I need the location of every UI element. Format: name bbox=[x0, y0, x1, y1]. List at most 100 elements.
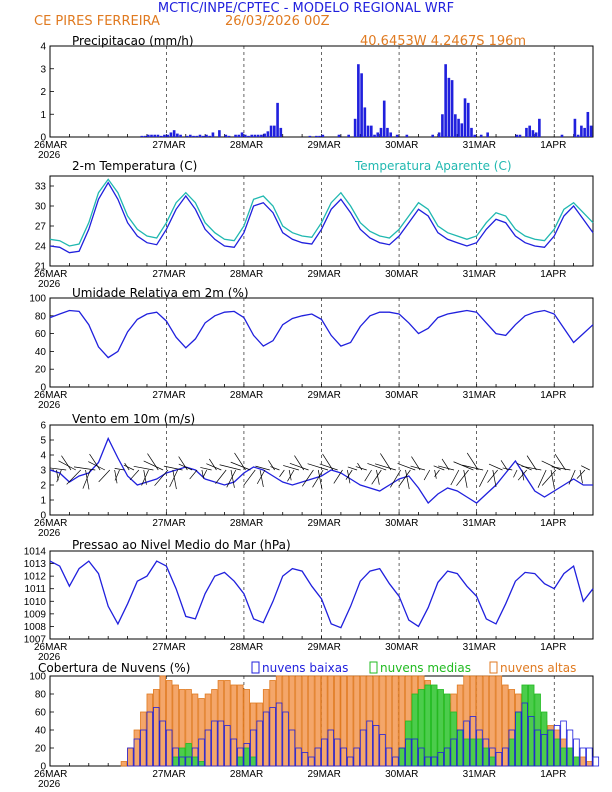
rh-xtick-label: 30MAR bbox=[385, 390, 418, 401]
header-run: 26/03/2026 00Z bbox=[225, 14, 330, 29]
cloud-bar-nuvens-baixas bbox=[217, 720, 225, 767]
clouds-ytick-label: 60 bbox=[35, 708, 47, 719]
cloud-legend-label: nuvens altas bbox=[500, 661, 576, 675]
cloud-bar-nuvens-altas bbox=[262, 689, 270, 767]
cloud-bar-nuvens-baixas bbox=[489, 747, 496, 767]
cloud-bar-nuvens-baixas bbox=[140, 729, 147, 767]
cloud-bar-nuvens-medias bbox=[443, 693, 451, 767]
wind-arrow bbox=[541, 460, 561, 471]
cloud-bar-nuvens-altas bbox=[321, 675, 328, 767]
cloud-bar-nuvens-altas bbox=[489, 675, 496, 767]
precip-bar bbox=[473, 134, 477, 137]
cloud-bar-nuvens-baixas bbox=[340, 747, 347, 767]
pressure-ytick-label: 1010 bbox=[24, 597, 47, 608]
cloud-bar-nuvens-baixas bbox=[392, 756, 399, 767]
wind-arrow bbox=[288, 469, 292, 481]
wind-arrow bbox=[178, 456, 188, 471]
wind-arrow bbox=[551, 466, 571, 471]
wind-arrow bbox=[502, 467, 513, 471]
temp-ytick-label: 24 bbox=[35, 242, 47, 253]
cloud-bar-nuvens-baixas bbox=[204, 729, 212, 767]
wind-arrow bbox=[581, 465, 590, 471]
clouds-xtick-label: 26MAR bbox=[34, 769, 67, 780]
panels: 26MAR 27MAR 28MAR 29MAR 30MAR 31MAR 1APR2026Pr… bbox=[24, 34, 600, 790]
cloud-bar-nuvens-medias bbox=[508, 738, 516, 767]
precip-bar bbox=[515, 134, 519, 137]
wind-arrow bbox=[215, 469, 227, 484]
cloud-bar-nuvens-medias bbox=[476, 738, 483, 767]
cloud-bar-nuvens-altas bbox=[314, 675, 322, 767]
precip-bar bbox=[263, 133, 266, 137]
wind-arrow bbox=[178, 463, 193, 471]
precip-bar bbox=[188, 134, 192, 137]
cloud-bar-nuvens-baixas bbox=[579, 747, 587, 767]
clouds-xtick-label: 28MAR bbox=[230, 769, 263, 780]
cloud-bar-nuvens-baixas bbox=[353, 747, 360, 767]
pressure-xtick-label: 1APR bbox=[540, 642, 566, 653]
rh-ytick-label: 40 bbox=[35, 347, 47, 358]
wind-arrow bbox=[89, 453, 101, 471]
precip-bar bbox=[518, 134, 522, 137]
cloud-bar-nuvens-altas bbox=[502, 684, 509, 767]
precip-bar bbox=[321, 134, 325, 137]
cloud-bar-nuvens-baixas bbox=[185, 756, 192, 767]
cloud-bar-nuvens-baixas bbox=[540, 734, 548, 767]
cloud-bar-nuvens-altas bbox=[359, 675, 367, 767]
cloud-bar-nuvens-baixas bbox=[430, 756, 438, 767]
wind-arrow bbox=[147, 453, 159, 471]
cloud-bar-nuvens-baixas bbox=[153, 707, 160, 767]
cloud-bar-nuvens-baixas bbox=[424, 756, 431, 767]
wind-arrow bbox=[243, 469, 256, 486]
wind-arrow bbox=[129, 469, 140, 481]
header-location: CE PIRES FERREIRA bbox=[34, 14, 160, 29]
precip-bar bbox=[573, 118, 577, 137]
cloud-bar-nuvens-altas bbox=[133, 729, 141, 767]
cloud-bar-nuvens-altas bbox=[346, 675, 354, 767]
wind-arrow bbox=[98, 469, 111, 483]
cloud-bar-nuvens-altas bbox=[586, 761, 593, 767]
precip-bar bbox=[227, 135, 231, 137]
header-coords: 40.6453W 4.2467S 196m bbox=[360, 34, 526, 49]
precip-xtick-label: 29MAR bbox=[308, 140, 341, 151]
wind-arrow bbox=[206, 463, 222, 471]
wind-arrow bbox=[141, 469, 149, 486]
rh-panel: 26MAR 27MAR 28MAR 29MAR 30MAR 31MAR 1APR 2026 Um… bbox=[29, 286, 594, 411]
cloud-bar-nuvens-baixas bbox=[282, 711, 289, 767]
wind-arrow bbox=[49, 467, 67, 471]
wind-arrow bbox=[380, 453, 392, 471]
precip-bar bbox=[366, 125, 370, 137]
wind-arrow bbox=[526, 455, 537, 471]
cloud-bar-nuvens-baixas bbox=[418, 747, 425, 767]
precip-bar bbox=[531, 130, 535, 137]
pressure-xtick-label: 26MAR bbox=[34, 642, 67, 653]
precip-bar bbox=[166, 134, 169, 137]
precip-bar bbox=[250, 134, 254, 137]
precip-bar bbox=[525, 127, 528, 137]
cloud-bar-nuvens-baixas bbox=[237, 747, 244, 767]
cloud-bar-nuvens-altas bbox=[308, 675, 315, 767]
cloud-bar-nuvens-altas bbox=[211, 689, 218, 767]
cloud-bar-nuvens-baixas bbox=[495, 752, 503, 767]
rh-xtick-label: 31MAR bbox=[463, 390, 496, 401]
temp-xtick-label: 31MAR bbox=[463, 269, 496, 280]
wind-arrow bbox=[58, 460, 77, 471]
precip-bar bbox=[389, 132, 393, 137]
wind-arrow bbox=[322, 453, 334, 471]
wind-arrow bbox=[88, 461, 106, 471]
pressure-xtick-label: 30MAR bbox=[385, 642, 418, 653]
cloud-bar-nuvens-altas bbox=[340, 675, 347, 767]
cloud-bar-nuvens-medias bbox=[198, 761, 205, 767]
cloud-legend-swatch bbox=[489, 661, 498, 674]
wind-arrow bbox=[114, 469, 120, 481]
cloud-bar-nuvens-baixas bbox=[573, 738, 580, 767]
precip-bar bbox=[237, 134, 241, 137]
pressure-ytick-label: 1008 bbox=[24, 622, 47, 633]
cloud-bar-nuvens-altas bbox=[120, 761, 128, 767]
wind-arrow bbox=[209, 458, 217, 471]
precip-bar bbox=[260, 134, 263, 137]
cloud-bar-nuvens-altas bbox=[385, 675, 393, 767]
cloud-bar-nuvens-baixas bbox=[224, 725, 231, 767]
rh-ytick-label: 80 bbox=[35, 311, 47, 322]
precip-bar bbox=[179, 134, 182, 137]
